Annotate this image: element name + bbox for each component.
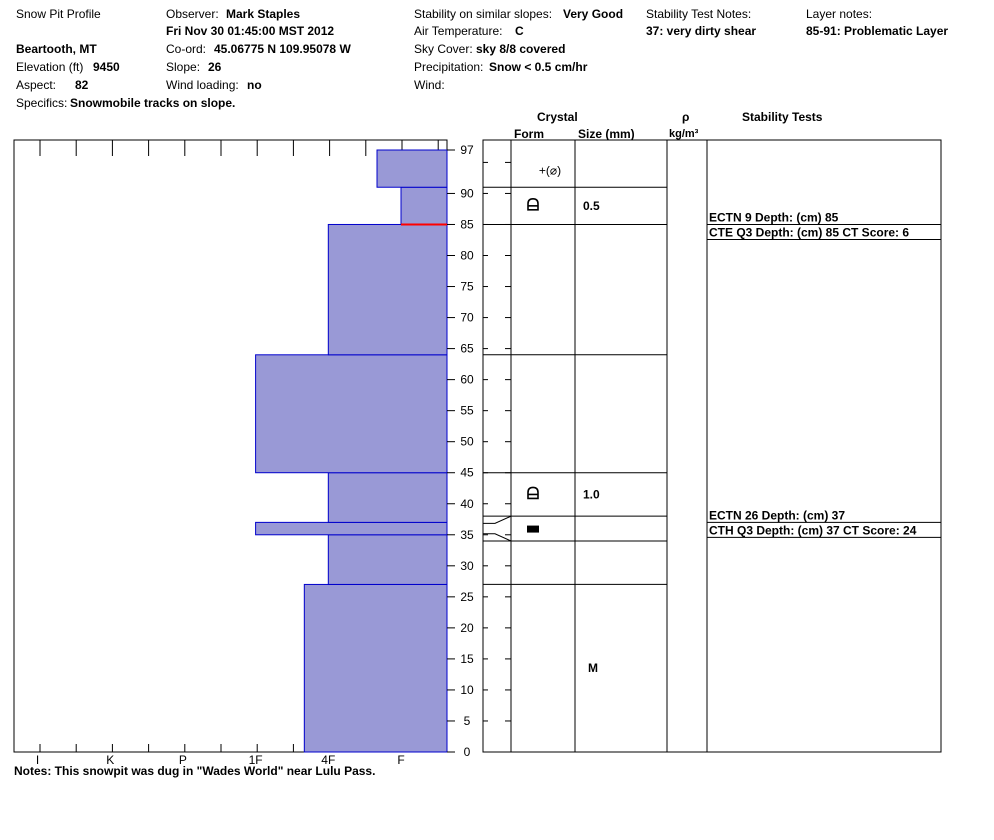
depth-tick-label: 25: [460, 590, 474, 604]
aspect-value: 82: [75, 78, 89, 92]
hardness-tick-label: K: [106, 753, 114, 767]
stability-test-label: CTH Q3 Depth: (cm) 37 CT Score: 24: [709, 523, 917, 537]
stability-label: Stability on similar slopes:: [414, 7, 553, 21]
hardness-layer-bar: [255, 354, 448, 474]
hardness-tick-label: F: [397, 753, 404, 767]
stability-test-label: ECTN 9 Depth: (cm) 85: [709, 210, 839, 224]
layer-link-line: [483, 515, 512, 524]
layer-notes-value: 85-91: Problematic Layer: [806, 24, 949, 38]
observer-label: Observer:: [166, 7, 219, 21]
hardness-tick-label: P: [179, 753, 187, 767]
faceted-crystal-outline: [527, 198, 539, 211]
hardness-tick-label: 1F: [249, 753, 263, 767]
slope-value: 26: [208, 60, 222, 74]
precipitation-value: Snow < 0.5 cm/hr: [489, 60, 588, 74]
elevation-value: 9450: [93, 60, 120, 74]
stability-test-label: ECTN 26 Depth: (cm) 37: [709, 508, 845, 522]
hardness-layer-bar: [327, 472, 448, 523]
stability-value: Very Good: [563, 7, 624, 21]
faceted-crystal-icon: [527, 486, 539, 500]
depth-tick-label: 30: [460, 559, 474, 573]
crust-icon: [527, 525, 539, 533]
air-temp-value: C: [515, 24, 524, 38]
aspect-label: Aspect:: [16, 78, 57, 92]
specifics-value: Snowmobile tracks on slope.: [70, 96, 236, 110]
hardness-panel: I K P 1F 4F F: [13, 139, 448, 767]
depth-tick-label: 50: [460, 435, 474, 449]
precipitation-label: Precipitation:: [414, 60, 484, 74]
depth-tick-label: 0: [464, 745, 471, 759]
hardness-tick-label: 4F: [321, 753, 335, 767]
hardness-layer-bar: [400, 186, 448, 225]
crystal-size-label: M: [588, 661, 598, 675]
depth-tick-label: 40: [460, 497, 474, 511]
notes: Notes: This snowpit was dug in "Wades Wo…: [14, 764, 376, 778]
faceted-crystal-icon: [527, 198, 539, 211]
wind-label: Wind:: [414, 78, 445, 92]
depth-tick-label: 80: [460, 249, 474, 263]
depth-tick-label: 20: [460, 621, 474, 635]
hardness-layer-bar: [327, 534, 448, 585]
depth-tick-label: 75: [460, 280, 474, 294]
observer-value: Mark Staples: [226, 7, 301, 21]
depth-tick-label: 15: [460, 652, 474, 666]
form-header: Form: [514, 127, 544, 141]
air-temp-label: Air Temperature:: [414, 24, 503, 38]
stability-test-notes-value: 37: very dirty shear: [646, 24, 757, 38]
coord-label: Co-ord:: [166, 42, 207, 56]
hardness-layer-bar: [376, 149, 448, 188]
slope-label: Slope:: [166, 60, 201, 74]
depth-tick-label: 70: [460, 311, 474, 325]
hardness-tick-label: I: [36, 753, 39, 767]
depth-tick-label: 85: [460, 217, 474, 231]
crystal-size-label: 0.5: [583, 199, 600, 213]
hardness-layer-bar: [255, 521, 448, 536]
stability-test-label: CTE Q3 Depth: (cm) 85 CT Score: 6: [709, 225, 909, 239]
table-frame: [482, 139, 942, 753]
wind-loading-value: no: [247, 78, 262, 92]
crystal-form-symbol: +(⌀): [539, 164, 561, 178]
size-header: Size (mm): [578, 127, 635, 141]
specifics-label: Specifics:: [16, 96, 68, 110]
faceted-crystal-outline: [527, 486, 539, 500]
sky-cover-value: sky 8/8 covered: [476, 42, 566, 56]
depth-tick-label: 45: [460, 466, 474, 480]
depth-tick-label: 97: [460, 143, 474, 157]
depth-tick-label: 35: [460, 528, 474, 542]
crystal-size-label: 1.0: [583, 487, 600, 501]
wind-loading-label: Wind loading:: [166, 78, 239, 92]
depth-tick-label: 90: [460, 186, 474, 200]
layer-link-line: [483, 533, 512, 542]
depth-tick-label: 65: [460, 342, 474, 356]
profile-title: Snow Pit Profile: [16, 7, 101, 21]
density-unit-header: kg/m³: [669, 128, 699, 140]
stability-test-notes-label: Stability Test Notes:: [646, 7, 752, 21]
depth-axis: 0 5 10 15 20 25 30 35 40 45 50 55 60 65 70 75 80 85 90 97: [447, 143, 474, 759]
layer-notes-label: Layer notes:: [806, 7, 873, 21]
sky-cover-label: Sky Cover:: [414, 42, 473, 56]
depth-tick-label: 60: [460, 373, 474, 387]
density-symbol-header: ρ: [682, 110, 690, 124]
hardness-layer-bar: [303, 583, 448, 753]
crystal-header: Crystal: [537, 110, 578, 124]
depth-tick-label: 5: [464, 714, 471, 728]
elevation-label: Elevation (ft): [16, 60, 84, 74]
location: Beartooth, MT: [16, 42, 97, 56]
depth-tick-label: 55: [460, 404, 474, 418]
observation-datetime: Fri Nov 30 01:45:00 MST 2012: [166, 24, 335, 38]
hardness-layer-bar: [327, 223, 448, 356]
coord-value: 45.06775 N 109.95078 W: [214, 42, 351, 56]
stability-tests-header: Stability Tests: [742, 110, 823, 124]
depth-tick-label: 10: [460, 683, 474, 697]
